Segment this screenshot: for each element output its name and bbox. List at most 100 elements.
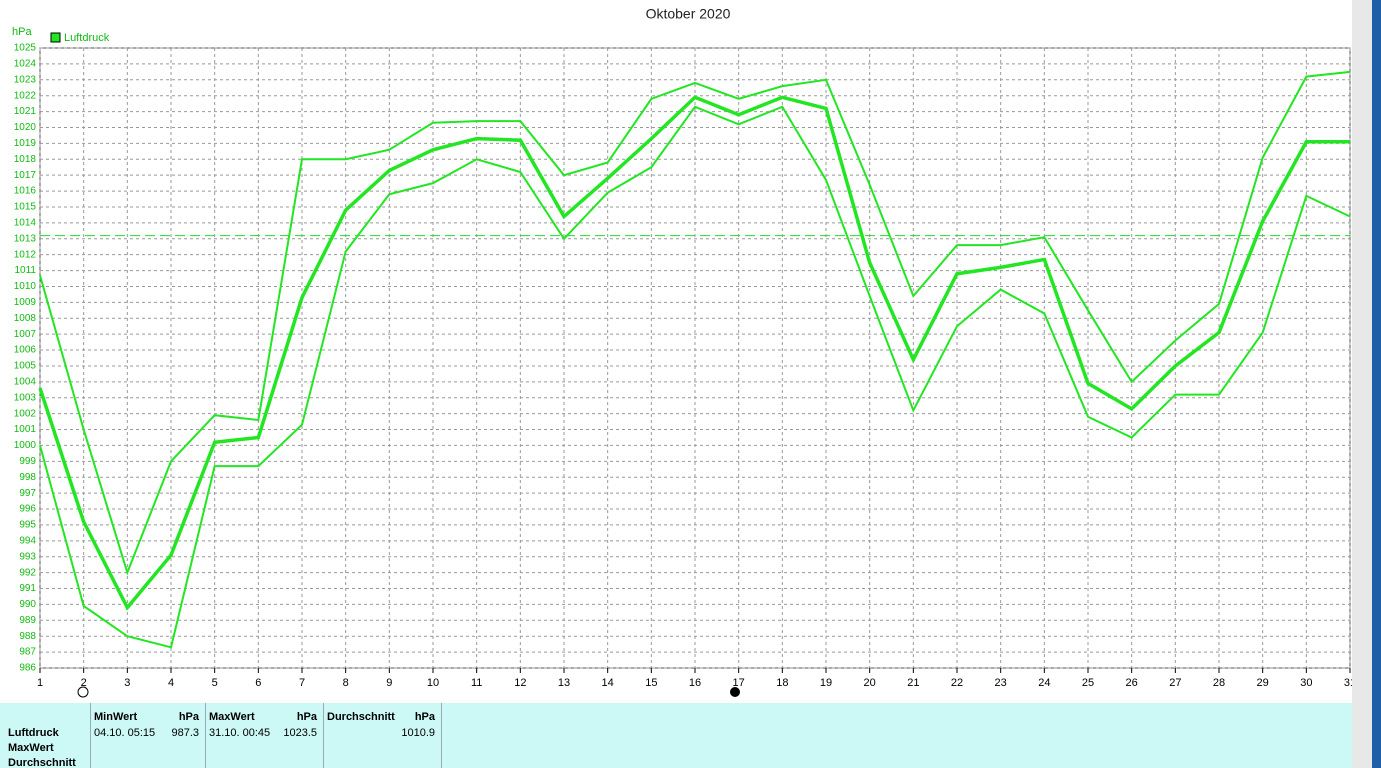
table-cell: hPa [178, 711, 199, 723]
moon-full [730, 687, 740, 697]
y-tick-label: 996 [19, 504, 36, 515]
y-tick-label: 1000 [14, 440, 37, 451]
moon-new [77, 686, 89, 698]
table-separator [441, 703, 442, 768]
table-separator [205, 703, 206, 768]
y-tick-label: 1024 [14, 59, 37, 70]
y-tick-label: 999 [19, 456, 36, 467]
table-cell: hPa [296, 711, 317, 723]
x-tick-label: 24 [1038, 677, 1050, 689]
table-cell: MinWert [94, 711, 138, 723]
desktop-edge [1372, 0, 1381, 768]
y-tick-label: 1001 [14, 424, 37, 435]
y-tick-label: 1007 [14, 329, 37, 340]
table-cell: 1023.5 [283, 727, 317, 739]
y-tick-label: 1016 [14, 186, 37, 197]
y-tick-label: 992 [19, 567, 36, 578]
x-tick-label: 19 [820, 677, 832, 689]
y-tick-label: 997 [19, 488, 36, 499]
y-tick-label: 1005 [14, 361, 37, 372]
x-tick-label: 23 [995, 677, 1007, 689]
y-tick-label: 987 [19, 647, 36, 658]
table-cell: Durchschnitt [327, 711, 395, 723]
y-tick-label: 1002 [14, 408, 37, 419]
x-tick-label: 20 [864, 677, 876, 689]
table-cell: MaxWert [8, 742, 54, 754]
x-tick-label: 21 [907, 677, 919, 689]
y-tick-label: 998 [19, 472, 36, 483]
x-tick-label: 7 [299, 677, 305, 689]
table-cell: 31.10. 00:45 [209, 727, 271, 739]
table-cell: 1010.9 [401, 727, 435, 739]
y-tick-label: 1018 [14, 154, 37, 165]
y-tick-label: 1006 [14, 345, 37, 356]
chart-title: Oktober 2020 [646, 6, 731, 22]
x-tick-label: 25 [1082, 677, 1094, 689]
legend-label: Luftdruck [64, 32, 110, 44]
y-tick-label: 988 [19, 631, 36, 642]
table-cell: MaxWert [209, 711, 255, 723]
y-tick-label: 986 [19, 663, 36, 674]
series-line [39, 105, 1351, 649]
y-tick-label: 1011 [14, 265, 36, 276]
x-tick-label: 16 [689, 677, 701, 689]
y-tick-label: 995 [19, 520, 36, 531]
table-cell: 987.3 [171, 727, 199, 739]
x-tick-label: 2 [81, 677, 87, 689]
x-tick-label: 15 [645, 677, 657, 689]
x-tick-label: 5 [212, 677, 218, 689]
table-cell: Durchschnitt [8, 757, 76, 768]
y-tick-label: 1008 [14, 313, 37, 324]
table-separator [90, 703, 91, 768]
x-tick-label: 6 [255, 677, 261, 689]
y-tick-label: 990 [19, 599, 36, 610]
y-tick-label: 1013 [14, 233, 37, 244]
x-tick-label: 18 [776, 677, 788, 689]
table-separator [323, 703, 324, 768]
y-tick-label: 1012 [14, 249, 37, 260]
x-tick-label: 8 [343, 677, 349, 689]
x-tick-label: 31 [1344, 677, 1352, 689]
y-tick-label: 1014 [14, 218, 37, 229]
x-tick-label: 27 [1169, 677, 1181, 689]
y-tick-label: 1023 [14, 74, 37, 85]
x-tick-label: 28 [1213, 677, 1225, 689]
y-tick-label: 1022 [14, 90, 37, 101]
y-tick-label: 1019 [14, 138, 37, 149]
x-tick-label: 11 [471, 677, 482, 689]
x-tick-label: 14 [602, 677, 614, 689]
x-tick-label: 30 [1300, 677, 1312, 689]
table-cell: hPa [414, 711, 435, 723]
x-tick-label: 26 [1126, 677, 1138, 689]
y-tick-label: 1021 [14, 106, 37, 117]
x-tick-label: 9 [386, 677, 392, 689]
y-axis-label: hPa [12, 26, 32, 38]
y-tick-label: 1009 [14, 297, 37, 308]
stats-table: Luftdruck MaxWert Durchschnitt MinWert hPa 04… [0, 703, 1352, 768]
x-tick-label: 29 [1257, 677, 1269, 689]
y-tick-label: 993 [19, 551, 36, 562]
table-cell: 04.10. 05:15 [94, 727, 156, 739]
x-tick-label: 17 [733, 677, 745, 689]
y-tick-label: 1025 [14, 43, 37, 54]
table-cell: Luftdruck [8, 727, 59, 739]
y-tick-label: 1015 [14, 202, 37, 213]
chart: Oktober 2020 hPa 98698798898999099199299… [12, 6, 1356, 698]
x-tick-label: 3 [124, 677, 130, 689]
x-tick-label: 12 [514, 677, 526, 689]
y-tick-label: 1010 [14, 281, 37, 292]
y-tick-label: 991 [19, 583, 36, 594]
y-tick-label: 994 [19, 535, 36, 546]
y-tick-label: 1020 [14, 122, 37, 133]
x-tick-label: 13 [558, 677, 570, 689]
legend-swatch [50, 32, 61, 43]
x-tick-label: 10 [427, 677, 439, 689]
y-tick-label: 1004 [14, 376, 37, 387]
y-tick-label: 1017 [14, 170, 37, 181]
y-tick-label: 989 [19, 615, 36, 626]
y-tick-label: 1003 [14, 392, 37, 403]
x-tick-label: 1 [37, 677, 43, 689]
series-line [39, 70, 1351, 576]
series-line [38, 95, 1350, 611]
